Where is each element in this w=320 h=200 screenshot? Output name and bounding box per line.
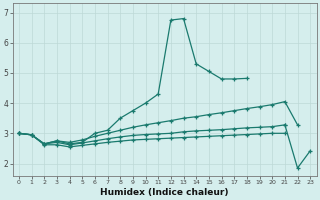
X-axis label: Humidex (Indice chaleur): Humidex (Indice chaleur) — [100, 188, 229, 197]
